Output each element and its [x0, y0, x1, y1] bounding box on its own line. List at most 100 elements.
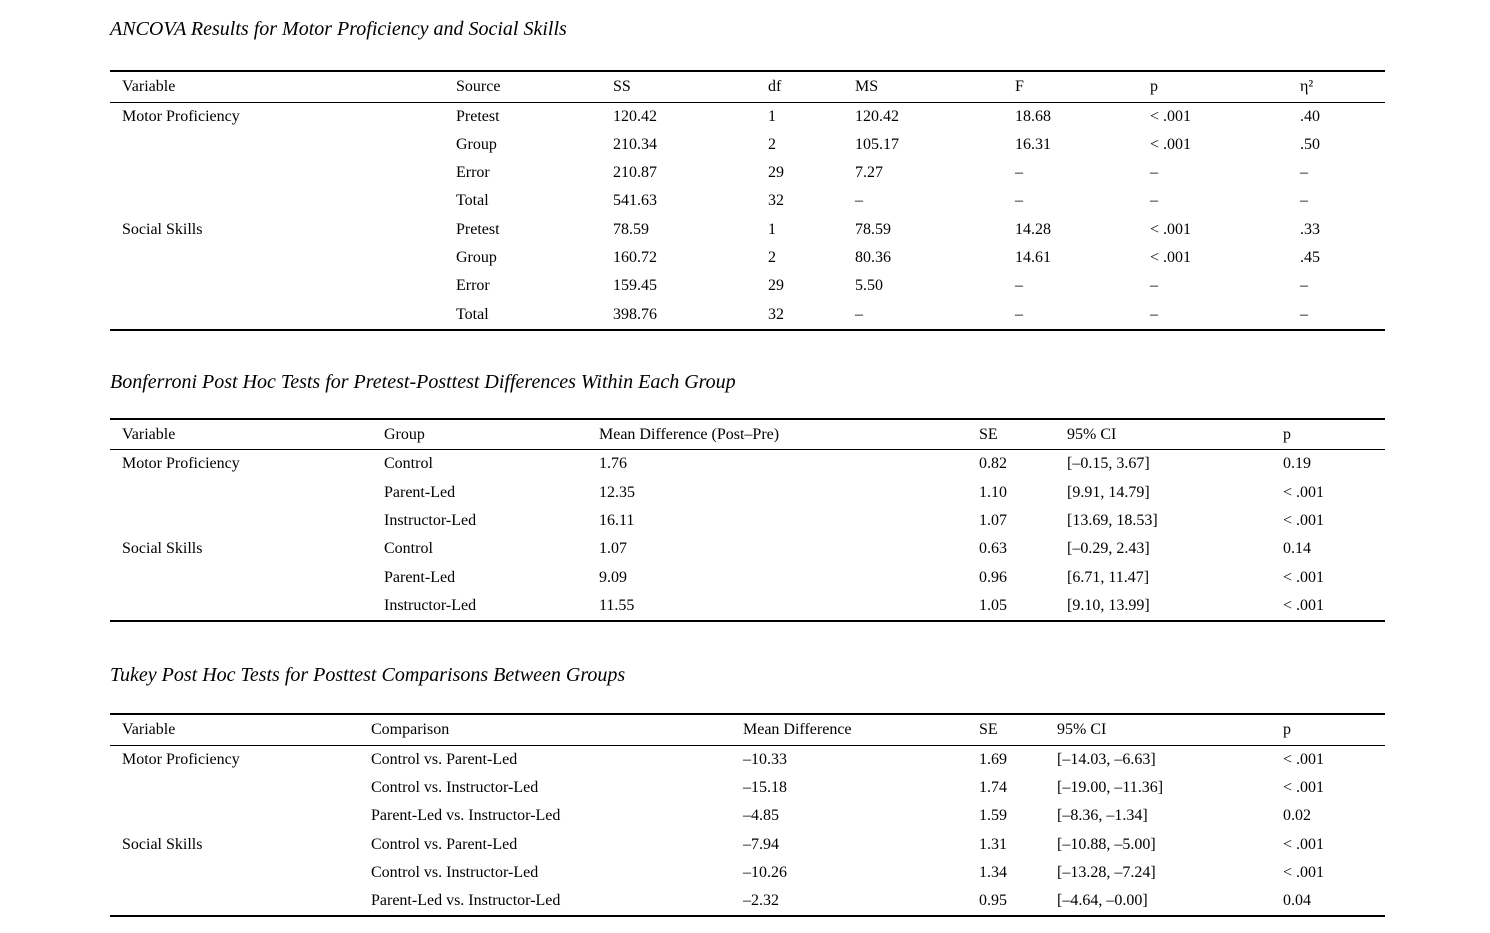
table-cell: [–8.36, –1.34] — [1057, 807, 1148, 825]
column-header: p — [1138, 71, 1288, 103]
table-cell: – — [1015, 192, 1023, 210]
table-cell: – — [1150, 164, 1158, 182]
table-cell: 80.36 — [855, 248, 891, 266]
table-cell: 1.10 — [979, 483, 1007, 501]
column-header: SS — [601, 71, 756, 103]
table-cell: Instructor-Led — [384, 511, 477, 529]
table-cell: Parent-Led vs. Instructor-Led — [371, 892, 561, 910]
table-cell: 120.42 — [855, 107, 899, 125]
table-cell: Control vs. Parent-Led — [371, 835, 518, 853]
row-group-label — [110, 159, 444, 187]
bonferroni-table-body: Motor Proficiency Control 1.76 0.82 [–0.15, … — [110, 450, 1385, 621]
table-cell: 160.72 — [613, 248, 657, 266]
row-group-label — [110, 802, 359, 830]
document-page: ANCOVA Results for Motor Proficiency and… — [110, 0, 1385, 918]
table-row: Group 210.34 2 105.17 16.31 < .001 .50 — [110, 131, 1385, 159]
table-cell: – — [1015, 277, 1023, 295]
row-group-label: Motor Proficiency — [122, 750, 240, 768]
column-header: SE — [967, 714, 1045, 746]
tukey-header-row: Variable Comparison Mean Difference SE 95% C… — [110, 714, 1385, 746]
table-cell: Control — [384, 455, 433, 473]
table-cell: – — [1300, 277, 1308, 295]
table-cell: [9.91, 14.79] — [1067, 483, 1150, 501]
table-row: Total 398.76 32 – – – – — [110, 301, 1385, 330]
row-group-label: Social Skills — [122, 220, 203, 238]
table-cell: 1.34 — [979, 863, 1007, 881]
table-cell: 1.59 — [979, 807, 1007, 825]
table-cell: 1.31 — [979, 835, 1007, 853]
table-row: Social Skills Control vs. Parent-Led –7.94… — [110, 831, 1385, 859]
table-cell: –10.26 — [743, 863, 787, 881]
table-cell: [6.71, 11.47] — [1067, 568, 1150, 586]
table-cell: .33 — [1300, 220, 1320, 238]
table-cell: 7.27 — [855, 164, 883, 182]
table-cell: .40 — [1300, 107, 1320, 125]
table-cell: 1.07 — [979, 511, 1007, 529]
table-cell: 29 — [768, 164, 784, 182]
table-cell: – — [1300, 305, 1308, 323]
table-cell: –10.33 — [743, 750, 787, 768]
table-cell: 120.42 — [613, 107, 657, 125]
tukey-table-title: Tukey Post Hoc Tests for Posttest Compar… — [110, 664, 626, 687]
table-cell: [9.10, 13.99] — [1067, 596, 1150, 614]
column-header: MS — [843, 71, 1003, 103]
table-cell: [–14.03, –6.63] — [1057, 750, 1156, 768]
table-cell: [13.69, 18.53] — [1067, 511, 1158, 529]
table-cell: 1.74 — [979, 778, 1007, 796]
table-cell: Control vs. Instructor-Led — [371, 863, 539, 881]
table-row: Total 541.63 32 – – – – — [110, 187, 1385, 215]
table-cell: Total — [456, 305, 489, 323]
table-cell: 11.55 — [599, 596, 635, 614]
table-cell: [–13.28, –7.24] — [1057, 863, 1156, 881]
table-cell: 210.87 — [613, 164, 657, 182]
table-cell: – — [1015, 305, 1023, 323]
table-row: Parent-Led 12.35 1.10 [9.91, 14.79] < .001 — [110, 479, 1385, 507]
row-group-label — [110, 507, 372, 535]
row-group-label: Motor Proficiency — [122, 107, 240, 125]
table-cell: – — [855, 305, 863, 323]
table-cell: 0.02 — [1283, 807, 1311, 825]
table-cell: 16.11 — [599, 511, 635, 529]
ancova-table-body: Motor Proficiency Pretest 120.42 1 120.42 18.… — [110, 102, 1385, 330]
table-cell: < .001 — [1283, 863, 1325, 881]
column-header: Variable — [110, 71, 444, 103]
column-header: Source — [444, 71, 601, 103]
table-cell: 1.69 — [979, 750, 1007, 768]
table-cell: 0.63 — [979, 540, 1007, 558]
table-cell: < .001 — [1150, 248, 1192, 266]
column-header: df — [756, 71, 843, 103]
table-cell: – — [1300, 192, 1308, 210]
table-cell: Group — [456, 248, 497, 266]
table-cell: 9.09 — [599, 568, 627, 586]
table-row: Parent-Led vs. Instructor-Led –4.85 1.59 [–… — [110, 802, 1385, 830]
table-cell: [–0.29, 2.43] — [1067, 540, 1150, 558]
table-cell: 2 — [768, 135, 776, 153]
table-cell: 0.95 — [979, 892, 1007, 910]
table-cell: Instructor-Led — [384, 596, 477, 614]
table-cell: –15.18 — [743, 778, 787, 796]
table-cell: .45 — [1300, 248, 1320, 266]
table-row: Social Skills Pretest 78.59 1 78.59 14.28 < .0… — [110, 216, 1385, 244]
column-header: F — [1003, 71, 1138, 103]
row-group-label: Social Skills — [122, 540, 203, 558]
row-group-label — [110, 887, 359, 916]
table-cell: < .001 — [1150, 107, 1192, 125]
column-header: Variable — [110, 714, 359, 746]
table-row: Instructor-Led 16.11 1.07 [13.69, 18.53] < .… — [110, 507, 1385, 535]
table-cell: 16.31 — [1015, 135, 1051, 153]
table-cell: 105.17 — [855, 135, 899, 153]
table-cell: < .001 — [1150, 135, 1192, 153]
table-cell: 29 — [768, 277, 784, 295]
table-cell: 1.76 — [599, 455, 627, 473]
column-header: 95% CI — [1045, 714, 1271, 746]
table-cell: [–0.15, 3.67] — [1067, 455, 1150, 473]
table-cell: 14.28 — [1015, 220, 1051, 238]
table-row: Group 160.72 2 80.36 14.61 < .001 .45 — [110, 244, 1385, 272]
table-cell: – — [1150, 192, 1158, 210]
row-group-label — [110, 244, 444, 272]
row-group-label — [110, 859, 359, 887]
table-cell: –2.32 — [743, 892, 779, 910]
column-header: Mean Difference (Post–Pre) — [587, 418, 967, 451]
